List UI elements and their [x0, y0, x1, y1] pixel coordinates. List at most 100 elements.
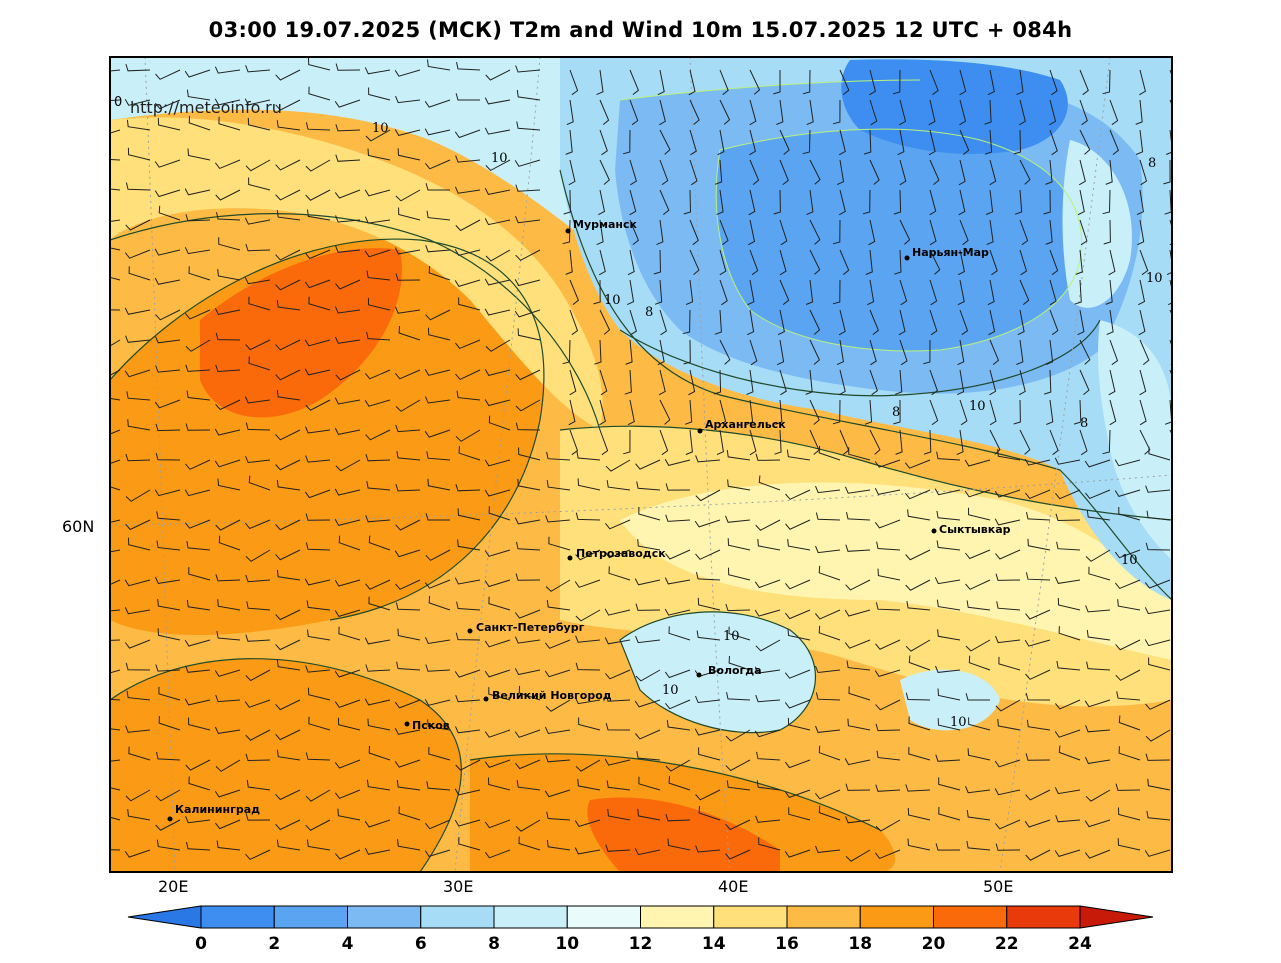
wind-barb	[334, 189, 361, 199]
city-naryan-mar[interactable]: Нарьян-Мар	[904, 246, 990, 261]
wind-barb	[248, 475, 271, 491]
lon-label-40e: 40E	[718, 877, 748, 896]
wind-barb	[458, 297, 481, 311]
wind-barb	[484, 729, 511, 738]
wind-barb	[455, 726, 481, 734]
wind-barb	[110, 158, 121, 161]
wind-barb	[485, 339, 511, 352]
wind-barb	[635, 635, 661, 644]
wind-barb	[575, 635, 601, 643]
wind-barb	[485, 69, 511, 81]
wind-barb	[124, 639, 151, 649]
lon-label-50e: 50E	[983, 877, 1013, 896]
city-veliky-novgorod[interactable]: Великий Новгород	[483, 689, 612, 702]
wind-barb	[488, 596, 511, 611]
wind-barb	[484, 218, 511, 226]
wind-barb	[275, 189, 301, 201]
city-petrozavodsk[interactable]: Петрозаводск	[567, 547, 667, 561]
wind-barb	[832, 219, 841, 245]
wind-barb	[1086, 629, 1111, 641]
isoline-label: 10	[1121, 553, 1138, 568]
wind-barb	[455, 483, 481, 492]
wind-barb	[335, 279, 361, 290]
wind-barb	[245, 422, 271, 431]
wind-barb	[923, 339, 931, 365]
wind-barb	[907, 838, 931, 851]
wind-barb	[1105, 279, 1113, 305]
wind-barb	[397, 628, 421, 641]
wind-barb	[726, 449, 751, 461]
wind-barb	[728, 655, 751, 671]
wind-barb	[938, 777, 961, 791]
wind-barb	[185, 459, 211, 470]
isoline-label: 10	[491, 151, 508, 166]
wind-barb	[364, 698, 391, 706]
wind-barb	[905, 579, 931, 591]
wind-barb	[275, 729, 301, 741]
wind-barb	[1054, 457, 1081, 465]
wind-barb	[1163, 159, 1171, 185]
city-saint-petersburg[interactable]: Санкт-Петербург	[467, 621, 585, 634]
wind-barb	[684, 399, 693, 425]
wind-barb	[695, 489, 721, 502]
wind-barb	[875, 602, 901, 611]
wind-barb	[727, 479, 751, 491]
wind-barb	[454, 129, 481, 139]
wind-barb	[110, 669, 121, 674]
wind-barb	[698, 805, 721, 821]
wind-barb	[1139, 369, 1147, 396]
city-pskov[interactable]: Псков	[404, 719, 450, 732]
wind-barb	[869, 309, 880, 335]
wind-barb	[546, 839, 571, 851]
city-syktyvkar[interactable]: Сыктывкар	[931, 523, 1011, 536]
wind-barb	[719, 69, 729, 96]
wind-barb	[424, 396, 451, 404]
isoline-label: 8	[892, 405, 900, 420]
wind-barb	[893, 189, 902, 215]
wind-barb	[110, 219, 121, 222]
wind-barb	[247, 117, 271, 131]
wind-barb	[488, 506, 511, 521]
wind-barb	[725, 759, 751, 772]
wind-barb	[1137, 219, 1145, 246]
city-murmansk[interactable]: Мурманск	[565, 218, 638, 234]
wind-barb	[305, 122, 331, 131]
wind-barb	[929, 399, 939, 426]
wind-barb	[335, 215, 361, 223]
wind-barb	[695, 845, 721, 853]
city-arkhangelsk[interactable]: Архангельск	[697, 418, 787, 434]
wind-barb	[605, 669, 631, 680]
watermark-url[interactable]: http://meteoinfo.ru	[130, 98, 282, 117]
wind-barb	[110, 99, 121, 102]
wind-barb	[908, 655, 931, 671]
wind-barb	[426, 451, 451, 461]
wind-barb	[216, 212, 241, 221]
wind-barb	[726, 691, 751, 701]
lon-label-20e: 20E	[158, 877, 188, 896]
wind-barb	[785, 489, 811, 500]
wind-barb	[184, 639, 211, 647]
wind-barb	[575, 609, 601, 622]
wind-barb	[484, 369, 511, 376]
city-kaliningrad[interactable]: Калининград	[167, 803, 261, 822]
city-vologda[interactable]: Вологда	[696, 664, 762, 678]
wind-barb	[186, 841, 211, 851]
wind-barb	[1049, 279, 1057, 306]
wind-barb	[127, 419, 151, 431]
wind-barb	[874, 669, 901, 677]
wind-barb	[683, 339, 691, 365]
wind-barb	[905, 692, 931, 701]
wind-barb	[366, 779, 391, 791]
wind-barb	[936, 540, 961, 551]
wind-barb	[365, 664, 391, 672]
wind-barb	[899, 159, 907, 186]
wind-barb	[809, 309, 821, 335]
wind-barb	[1145, 542, 1171, 551]
wind-barb	[485, 159, 511, 172]
wind-barb	[629, 309, 637, 336]
wind-barb	[245, 549, 271, 562]
wind-barb	[335, 245, 361, 253]
wind-barb	[725, 729, 751, 742]
wind-barb	[245, 339, 271, 351]
colorbar-arrow-right	[1079, 905, 1154, 929]
